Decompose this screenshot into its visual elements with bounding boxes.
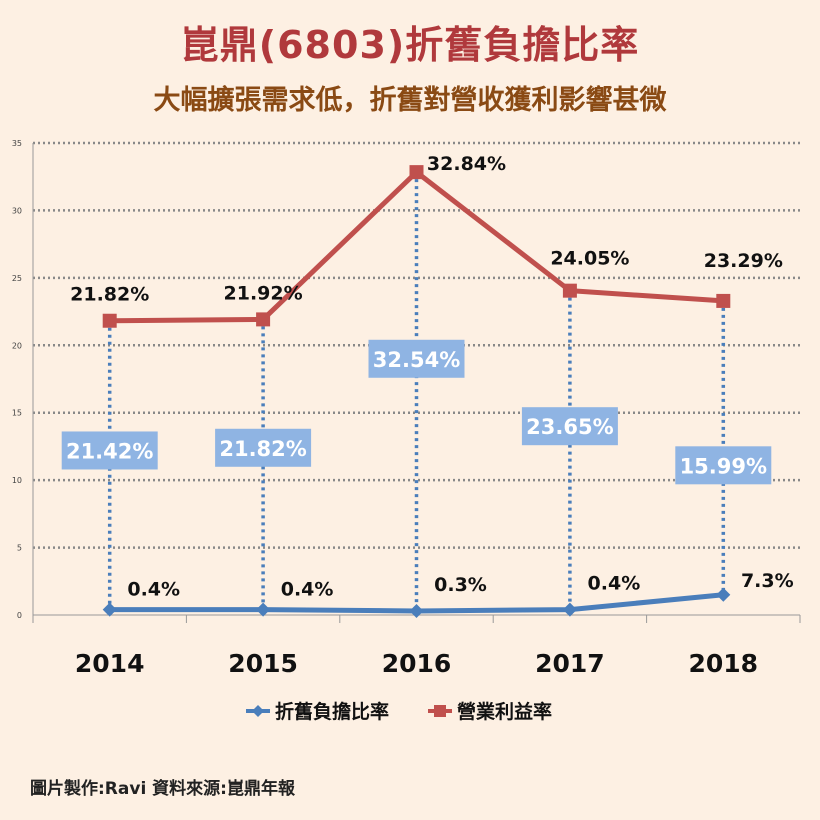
- x-tick-label: 2015: [228, 649, 298, 678]
- point-operating-margin: [716, 293, 731, 308]
- source-footer: 圖片製作:Ravi 資料來源:崑鼎年報: [30, 779, 295, 799]
- x-tick-label: 2017: [535, 649, 605, 678]
- y-tick-label: 0: [17, 611, 22, 620]
- x-tick-label: 2016: [382, 649, 452, 678]
- x-tick-label: 2014: [75, 649, 145, 678]
- y-tick-label: 30: [12, 206, 22, 215]
- point-operating-margin: [256, 312, 271, 327]
- chart-title: 崑鼎(6803)折舊負擔比率: [180, 23, 640, 67]
- annotation-box: [61, 431, 158, 470]
- annotation-box: [215, 428, 312, 467]
- data-label-operating-margin: 21.92%: [224, 282, 303, 304]
- data-label-depreciation: 7.3%: [741, 570, 794, 592]
- annotation-box: [368, 339, 465, 378]
- data-label-operating-margin: 24.05%: [550, 248, 629, 270]
- annotation-label: 32.54%: [373, 348, 460, 372]
- y-tick-label: 35: [12, 139, 22, 148]
- data-label-depreciation: 0.4%: [281, 579, 334, 601]
- point-operating-margin: [102, 313, 117, 328]
- point-depreciation: [562, 602, 577, 617]
- point-operating-margin: [562, 283, 577, 298]
- legend: 折舊負擔比率 營業利益率: [246, 700, 552, 723]
- y-tick-label: 10: [12, 476, 22, 485]
- legend-marker-depreciation: [252, 705, 264, 717]
- y-tick-label: 5: [17, 544, 22, 553]
- y-tick-label: 15: [12, 409, 22, 418]
- annotation-box: [675, 446, 772, 485]
- y-tick-label: 25: [12, 274, 22, 283]
- legend-marker-operating-margin: [434, 705, 446, 717]
- data-label-depreciation: 0.4%: [127, 579, 180, 601]
- series-markers: [102, 165, 731, 618]
- legend-label-operating-margin: 營業利益率: [457, 700, 552, 723]
- point-depreciation: [102, 602, 117, 617]
- data-label-depreciation: 0.3%: [434, 574, 487, 596]
- annotation-box: [521, 407, 618, 446]
- data-label-operating-margin: 21.82%: [70, 284, 149, 306]
- data-label-depreciation: 0.4%: [588, 573, 641, 595]
- annotation-label: 21.82%: [219, 437, 306, 461]
- point-depreciation: [409, 603, 424, 618]
- x-tick-label: 2018: [689, 649, 759, 678]
- data-label-operating-margin: 32.84%: [427, 153, 506, 175]
- point-depreciation: [716, 587, 731, 602]
- annotation-label: 21.42%: [66, 439, 153, 463]
- point-depreciation: [256, 602, 271, 617]
- point-operating-margin: [409, 165, 424, 180]
- annotation-label: 23.65%: [526, 415, 613, 439]
- annotation-label: 15.99%: [680, 454, 767, 478]
- y-tick-label: 20: [12, 341, 22, 350]
- data-label-operating-margin: 23.29%: [704, 250, 783, 272]
- data-labels: 21.82% 21.92% 32.84% 24.05% 23.29% 0.4% 0.4% 0.…: [61, 153, 794, 601]
- chart-subtitle: 大幅擴張需求低，折舊對營收獲利影響甚微: [153, 85, 667, 116]
- legend-label-depreciation: 折舊負擔比率: [275, 700, 389, 723]
- vertical-drop-lines: [107, 172, 726, 611]
